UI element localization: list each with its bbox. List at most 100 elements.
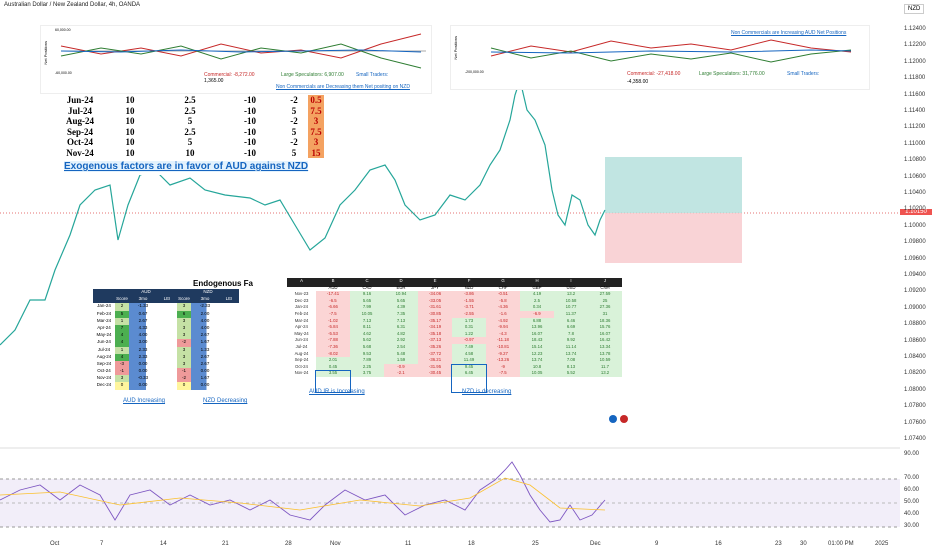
price-label: 1.08400 — [904, 354, 926, 360]
cell: 7.89 — [350, 357, 384, 364]
score: -2 — [177, 375, 191, 383]
cell: -0.51 — [486, 291, 520, 298]
letter: D — [384, 278, 418, 287]
caption: AUD Increasing — [123, 398, 166, 404]
axis-title: Net Positions — [453, 36, 458, 60]
rates-table: A B C D E F G H I J AUD CAD EUR JPY NZD CHF GBP USD CNH Nov… — [287, 278, 622, 377]
shape — [60, 33, 422, 59]
cell: 0.45 — [316, 363, 350, 371]
value: 4.33 — [129, 324, 157, 333]
column: NZD — [464, 284, 474, 290]
rsi-label: 70.00 — [904, 475, 920, 481]
cell: Jul-24 — [295, 343, 308, 349]
cell: 3.55 — [316, 370, 350, 377]
cell: -6.5 — [316, 297, 350, 305]
value: 2.67 — [191, 332, 219, 340]
cell: Dec-23 — [294, 297, 309, 303]
score: 4 — [115, 332, 129, 340]
cell: 5.65 — [384, 297, 418, 305]
value: 0.00 — [129, 382, 157, 390]
highlight — [315, 370, 351, 393]
letter: I — [554, 278, 588, 287]
value: 0.00 — [191, 368, 219, 376]
cell: 7.13 — [384, 317, 418, 325]
flag-icon[interactable] — [609, 415, 617, 423]
cell: -10 — [244, 137, 256, 147]
time-label: 25 — [532, 541, 539, 547]
cell: -30.85 — [418, 310, 452, 318]
cell: 25 — [588, 297, 622, 305]
letter: C — [350, 278, 384, 287]
score: 1 — [115, 317, 129, 325]
cell: -5.53 — [316, 330, 350, 338]
cell: Mar-24 — [96, 317, 112, 323]
cell — [157, 339, 177, 346]
cell: 5.68 — [350, 343, 384, 351]
cell — [157, 303, 177, 310]
cell: Apr-24 — [97, 324, 111, 330]
score: -2 — [177, 339, 191, 347]
cell: 5.48 — [384, 350, 418, 358]
cell: 2.5 — [184, 95, 196, 105]
cell: 5 — [187, 116, 193, 126]
price-path — [0, 77, 606, 346]
cell: -9.27 — [486, 350, 520, 358]
cell: Nov-23 — [294, 291, 309, 297]
currency-box[interactable]: NZD — [904, 4, 925, 14]
cell — [219, 382, 239, 389]
score: 3 — [115, 375, 129, 383]
value: -1.33 — [129, 303, 157, 311]
loss-zone — [605, 213, 742, 263]
score: 3 — [177, 332, 191, 340]
cell: -31.61 — [418, 304, 452, 311]
small-value: -4,358.00 — [627, 79, 649, 85]
cell — [287, 285, 316, 292]
cell: Mar-24 — [294, 317, 309, 323]
cell: 8.13 — [554, 363, 588, 371]
cell: 4.82 — [384, 330, 418, 338]
value: 3.00 — [129, 339, 157, 347]
cell: Aug-24 — [96, 353, 112, 359]
cell — [219, 368, 239, 375]
cell: 10.94 — [384, 291, 418, 298]
cell: 9.53 — [350, 350, 384, 358]
small-value: 1,365.00 — [204, 78, 224, 84]
cell: 3 — [308, 116, 324, 127]
cell: -35.17 — [418, 317, 452, 325]
cell: Sep-24 — [96, 360, 112, 366]
cell: Oct-24 — [97, 368, 111, 374]
score: 3 — [177, 303, 191, 311]
cell: Jul-24 — [67, 105, 92, 116]
shape — [60, 43, 422, 69]
cell: 10 — [125, 95, 135, 105]
letter: E — [418, 278, 452, 287]
letter: A — [287, 278, 316, 287]
letter: G — [486, 278, 520, 287]
cell: 16.07 — [520, 330, 554, 338]
tick: -60,000.00 — [55, 71, 72, 75]
cell: 2.5 — [184, 126, 196, 137]
cell: -17.41 — [316, 291, 350, 298]
cell: 10 — [125, 126, 135, 137]
cell: 10.8 — [520, 363, 554, 371]
cell: May-24 — [96, 332, 112, 338]
score: 2 — [115, 303, 129, 311]
flag-icon[interactable] — [620, 415, 628, 423]
cell: -10 — [244, 95, 256, 105]
cell: 2.25 — [350, 363, 384, 371]
cell: 18.36 — [588, 317, 622, 325]
column: 3mo — [191, 296, 219, 304]
cell: 7.35 — [384, 310, 418, 318]
cell: 5 — [291, 126, 297, 137]
cell: 31 — [588, 310, 622, 318]
value: 4.00 — [191, 317, 219, 325]
cell — [219, 354, 239, 361]
cell: 11.7 — [588, 363, 622, 371]
score: 1 — [115, 346, 129, 354]
caption: AUD IR is Increasing — [309, 389, 365, 395]
cell: -10 — [244, 147, 256, 158]
price-label: 1.10800 — [904, 157, 926, 164]
commercial: Commercial: -8,272.00 — [204, 72, 255, 78]
score: 4 — [115, 353, 129, 361]
